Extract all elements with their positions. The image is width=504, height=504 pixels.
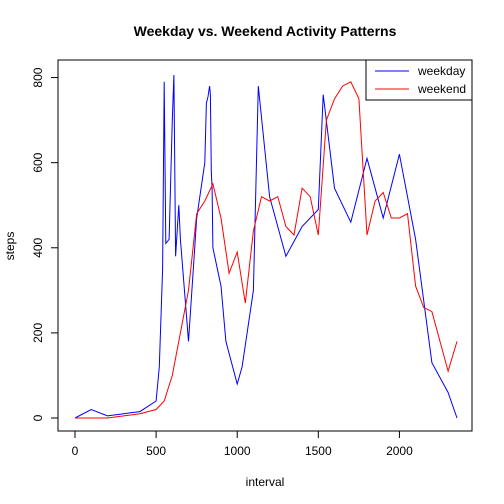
legend-label-weekday: weekday: [417, 64, 465, 78]
y-axis: 0 200 400 600 800: [31, 67, 59, 421]
legend: weekday weekend: [365, 59, 473, 101]
series-line-weekday: [74, 74, 458, 419]
plot-frame: [57, 59, 473, 432]
plot-series: [74, 74, 458, 419]
series-line-weekend: [75, 81, 458, 419]
y-tick-label: 0: [31, 414, 45, 421]
x-tick-label: 2000: [386, 444, 413, 458]
y-tick-label: 200: [31, 323, 45, 343]
y-tick-label: 800: [31, 67, 45, 87]
x-tick-label: 1500: [305, 444, 332, 458]
x-axis-label: interval: [246, 475, 285, 489]
y-axis-label: steps: [3, 232, 17, 261]
legend-label-weekend: weekend: [417, 82, 466, 96]
x-tick-label: 1000: [224, 444, 251, 458]
x-axis: 0 500 1000 1500 2000: [72, 430, 413, 458]
x-tick-label: 500: [146, 444, 166, 458]
legend-box: [365, 59, 473, 101]
chart-title: Weekday vs. Weekend Activity Patterns: [134, 23, 397, 39]
x-tick-label: 0: [72, 444, 79, 458]
y-tick-label: 600: [31, 152, 45, 172]
y-tick-label: 400: [31, 237, 45, 257]
